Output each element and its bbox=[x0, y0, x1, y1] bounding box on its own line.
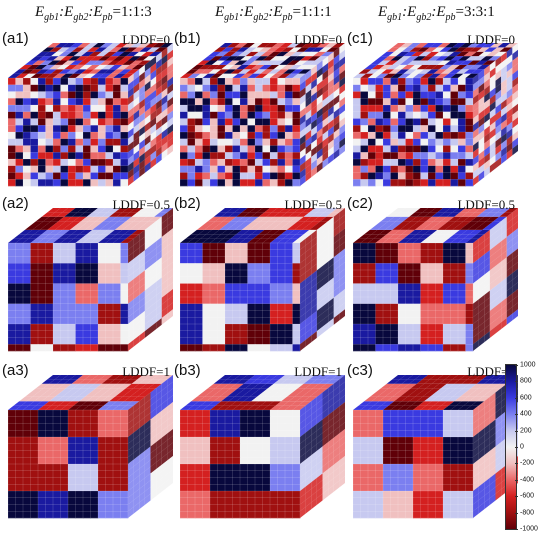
column-header-c: Egb1:Egb2:Epb=3:3:1 bbox=[378, 4, 495, 23]
panel-label: (a3) bbox=[2, 362, 29, 379]
panel-label: (a1) bbox=[2, 30, 29, 47]
panel-a2: (a2) LDDF=0.5 bbox=[0, 195, 178, 355]
lddf-label: LDDF=1 bbox=[467, 364, 515, 379]
panel-c2: (c2) LDDF=0.5 bbox=[345, 195, 523, 355]
column-header-a: Egb1:Egb2:Epb=1:1:3 bbox=[35, 4, 152, 23]
microstructure-cube bbox=[7, 208, 173, 352]
colorbar-tick-mark bbox=[515, 365, 518, 366]
colorbar-tick-label: 200 bbox=[520, 427, 532, 435]
colorbar-tick-label: -400 bbox=[520, 476, 535, 484]
panel-label: (a2) bbox=[2, 195, 29, 212]
colorbar-tick-mark bbox=[515, 381, 518, 383]
lddf-label: LDDF=0.5 bbox=[284, 197, 342, 212]
colorbar-tick-mark bbox=[515, 479, 518, 481]
panel-label: (c2) bbox=[347, 195, 373, 212]
microstructure-cube bbox=[352, 208, 518, 352]
colorbar-tick-mark bbox=[515, 414, 518, 416]
colorbar-tick-mark bbox=[515, 463, 518, 465]
lddf-label: LDDF=1 bbox=[294, 364, 342, 379]
microstructure-cube bbox=[7, 375, 173, 519]
colorbar-tick-mark bbox=[515, 512, 518, 514]
colorbar-tick-mark bbox=[515, 496, 518, 498]
microstructure-cube bbox=[179, 375, 345, 519]
lddf-label: LDDF=0 bbox=[467, 32, 515, 47]
microstructure-cube bbox=[179, 43, 345, 187]
panel-c3: (c3) LDDF=1 bbox=[345, 362, 523, 522]
panel-b2: (b2) LDDF=0.5 bbox=[172, 195, 350, 355]
colorbar-tick-label: -600 bbox=[520, 492, 535, 500]
colorbar-tick-label: 0 bbox=[520, 443, 524, 451]
colorbar-tick-label: -1000 bbox=[520, 525, 538, 533]
panel-c1: (c1) LDDF=0 bbox=[345, 30, 523, 190]
lddf-label: LDDF=0 bbox=[122, 32, 170, 47]
microstructure-cube bbox=[7, 43, 173, 187]
panel-label: (c1) bbox=[347, 30, 373, 47]
panel-label: (b3) bbox=[174, 362, 201, 379]
microstructure-cube bbox=[352, 43, 518, 187]
microstructure-cube bbox=[352, 375, 518, 519]
panel-a3: (a3) LDDF=1 bbox=[0, 362, 178, 522]
panel-label: (c3) bbox=[347, 362, 373, 379]
lddf-label: LDDF=0 bbox=[294, 32, 342, 47]
microstructure-cube bbox=[179, 208, 345, 352]
colorbar-tick-mark bbox=[515, 447, 518, 448]
panel-label: (b2) bbox=[174, 195, 201, 212]
colorbar-tick-label: 400 bbox=[520, 410, 532, 418]
colorbar-tick-label: 1000 bbox=[520, 361, 536, 369]
colorbar-tick-label: -200 bbox=[520, 459, 535, 467]
colorbar-tick-mark bbox=[515, 397, 518, 399]
colorbar-tick-mark bbox=[515, 529, 518, 530]
panel-b3: (b3) LDDF=1 bbox=[172, 362, 350, 522]
colorbar-tick-label: -800 bbox=[520, 509, 535, 517]
lddf-label: LDDF=0.5 bbox=[457, 197, 515, 212]
colorbar-tick-label: 800 bbox=[520, 377, 532, 385]
column-header-b: Egb1:Egb2:Epb=1:1:1 bbox=[215, 4, 332, 23]
panel-b1: (b1) LDDF=0 bbox=[172, 30, 350, 190]
lddf-label: LDDF=1 bbox=[122, 364, 170, 379]
panel-label: (b1) bbox=[174, 30, 201, 47]
lddf-label: LDDF=0.5 bbox=[112, 197, 170, 212]
panel-a1: (a1) LDDF=0 bbox=[0, 30, 178, 190]
colorbar-tick-label: 600 bbox=[520, 394, 532, 402]
colorbar-tick-mark bbox=[515, 430, 518, 432]
